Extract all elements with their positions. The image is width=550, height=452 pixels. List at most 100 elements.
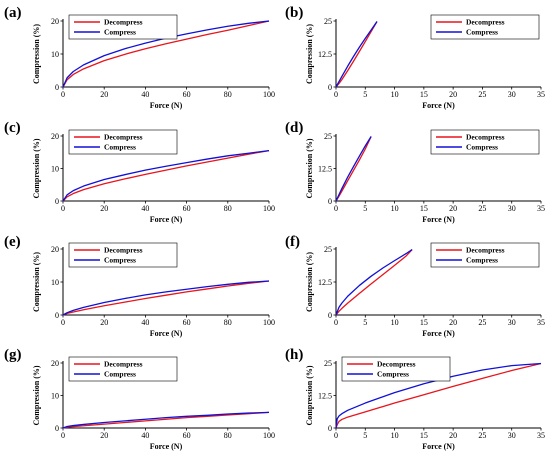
x-tick-label: 100: [263, 318, 275, 327]
panel-label: (d): [285, 120, 303, 136]
x-tick-label: 35: [537, 90, 545, 99]
x-tick-label: 80: [224, 431, 232, 440]
chart-panel-4: (d) 0 5 10 15 20 25 30 35 0 12.5 25 Force (N) Compres…: [285, 120, 545, 224]
series-line-decompress: [335, 249, 413, 316]
x-tick-label: 20: [100, 431, 108, 440]
x-axis-title: Force (N): [150, 101, 183, 110]
x-tick-label: 15: [420, 318, 428, 327]
series-line-compress: [335, 248, 413, 316]
legend-box: [430, 129, 540, 155]
x-tick-label: 0: [334, 318, 338, 327]
x-tick-label: 30: [508, 90, 516, 99]
panel-label: (f): [285, 234, 300, 250]
legend-label: Compress: [104, 370, 136, 379]
y-tick-label: 0: [328, 311, 332, 320]
x-axis-title: Force (N): [150, 442, 183, 451]
x-tick-label: 5: [363, 431, 367, 440]
series-line-decompress: [62, 411, 270, 429]
x-tick-label: 25: [478, 318, 486, 327]
chart-panel-1: (a) 0 20 40 60 80 100 0 10 20 Force (N) Compression…: [4, 5, 275, 110]
y-tick-label: 25: [324, 245, 332, 254]
y-tick-label: 25: [324, 17, 332, 26]
x-tick-label: 0: [61, 90, 65, 99]
y-axis-title: Compression (%): [305, 138, 314, 198]
x-tick-label: 20: [449, 431, 457, 440]
legend-box: [68, 129, 178, 155]
x-axis-title: Force (N): [150, 329, 183, 338]
x-tick-label: 10: [391, 318, 399, 327]
y-tick-label: 0: [328, 83, 332, 92]
y-tick-label: 10: [51, 392, 59, 401]
y-tick-label: 0: [55, 83, 59, 92]
legend-box: [68, 356, 178, 382]
x-tick-label: 0: [334, 204, 338, 213]
y-tick-label: 10: [51, 278, 59, 287]
legend-box: [68, 242, 178, 268]
x-tick-label: 40: [141, 318, 149, 327]
legend-label: Decompress: [104, 133, 143, 142]
x-tick-label: 35: [537, 431, 545, 440]
series-line-decompress: [62, 280, 270, 316]
x-axis-title: Force (N): [422, 329, 455, 338]
legend-label: Decompress: [466, 246, 505, 255]
series-line-compress: [62, 20, 270, 88]
series-line-compress: [335, 136, 372, 202]
y-axis-title: Compression (%): [32, 24, 41, 84]
x-tick-label: 20: [449, 318, 457, 327]
series-line-compress: [62, 280, 270, 316]
y-tick-label: 10: [51, 165, 59, 174]
x-tick-label: 20: [100, 318, 108, 327]
x-tick-label: 0: [334, 90, 338, 99]
y-tick-label: 20: [51, 245, 59, 254]
x-tick-label: 100: [263, 204, 275, 213]
x-axis-title: Force (N): [422, 215, 455, 224]
y-axis-title: Compression (%): [305, 365, 314, 425]
x-tick-label: 15: [420, 431, 428, 440]
legend-label: Decompress: [466, 18, 505, 27]
y-axis-title: Compression (%): [32, 365, 41, 425]
y-tick-label: 0: [328, 197, 332, 206]
series-line-compress: [62, 149, 270, 202]
x-tick-label: 5: [363, 318, 367, 327]
legend-label: Compress: [104, 256, 136, 265]
chart-panel-7: (g) 0 20 40 60 80 100 0 10 20 Force (N) Compression…: [4, 347, 275, 451]
chart-panel-8: (h) 0 5 10 15 20 25 30 35 0 12.5 25 Force (N) Compres…: [285, 347, 545, 451]
series-line-compress: [335, 362, 542, 429]
y-axis-title: Compression (%): [32, 138, 41, 198]
legend-label: Compress: [104, 143, 136, 152]
chart-panel-2: (b) 0 5 10 15 20 25 30 35 0 12.5 25 Force (N) Compres…: [285, 5, 545, 110]
x-tick-label: 40: [141, 204, 149, 213]
panel-label: (c): [4, 120, 21, 136]
x-tick-label: 30: [508, 204, 516, 213]
x-tick-label: 30: [508, 318, 516, 327]
x-tick-label: 5: [363, 90, 367, 99]
x-tick-label: 15: [420, 90, 428, 99]
x-tick-label: 100: [263, 90, 275, 99]
legend-box: [430, 14, 540, 40]
y-tick-label: 0: [328, 424, 332, 433]
x-tick-label: 60: [183, 431, 191, 440]
y-axis-title: Compression (%): [32, 252, 41, 312]
x-tick-label: 35: [537, 204, 545, 213]
x-tick-label: 60: [183, 318, 191, 327]
panel-label: (h): [285, 347, 303, 363]
series-line-compress: [62, 411, 270, 429]
y-tick-label: 10: [51, 50, 59, 59]
series-line-decompress: [62, 149, 270, 202]
x-tick-label: 25: [478, 431, 486, 440]
x-tick-label: 20: [100, 204, 108, 213]
legend-label: Decompress: [377, 360, 416, 369]
legend-label: Compress: [466, 28, 498, 37]
series-line-decompress: [335, 21, 378, 88]
y-tick-label: 25: [324, 132, 332, 141]
x-axis-title: Force (N): [422, 442, 455, 451]
y-tick-label: 12.5: [318, 392, 332, 401]
legend-label: Decompress: [104, 18, 143, 27]
